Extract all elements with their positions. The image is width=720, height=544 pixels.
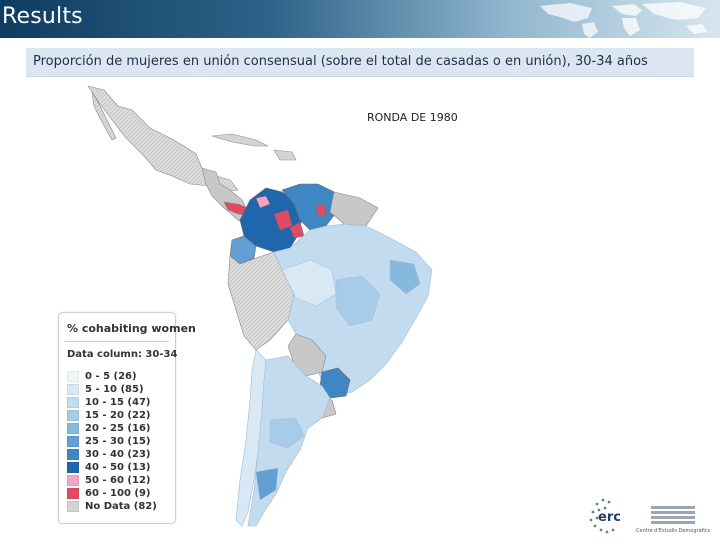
erc-logo-dots [589,498,615,534]
legend-label: 10 - 15 (47) [85,397,151,408]
legend-swatch [67,436,79,447]
legend-swatch [67,462,79,473]
region-bolivia [287,333,327,377]
subtitle-bar: Proporción de mujeres en unión consensua… [26,48,694,77]
legend-label: 5 - 10 (85) [85,384,144,395]
ced-logo-text: Centre d'Estudis Demogràfics [636,528,711,534]
world-map-decoration [540,2,708,38]
region-brazil-mid [335,275,381,327]
legend-title: % cohabiting women [67,322,196,335]
legend-swatch [67,371,79,382]
legend-divider [65,341,169,342]
legend-swatch [67,501,79,512]
legend-swatch [67,384,79,395]
legend-label: No Data (82) [85,501,157,512]
legend-swatch [67,449,79,460]
legend-item: 10 - 15 (47) [67,396,157,409]
logos [589,498,695,534]
region-caribbean-islands [273,149,297,161]
legend-label: 50 - 60 (12) [85,475,151,486]
subtitle-text: Proporción de mujeres en unión consensua… [33,54,648,69]
legend-label: 25 - 30 (15) [85,436,151,447]
region-brazil-east [389,259,421,295]
choropleth-map-svg [87,85,433,527]
legend-label: 40 - 50 (13) [85,462,151,473]
legend-swatch [67,423,79,434]
region-guianas [329,191,379,227]
round-label: RONDA DE 1980 [367,111,458,124]
region-colombia-pink [255,195,271,209]
legend-item: 15 - 20 (22) [67,409,157,422]
legend-label: 30 - 40 (23) [85,449,151,460]
legend-item: 60 - 100 (9) [67,487,157,500]
region-cuba [211,133,269,147]
ced-logo-mark [651,506,695,524]
legend-item: 50 - 60 (12) [67,474,157,487]
legend-data-column: Data column: 30-34 [67,349,178,360]
erc-logo-text: erc [598,510,621,525]
legend-swatch [67,397,79,408]
region-argentina-south [255,467,279,501]
region-venezuela-red [273,203,327,239]
header-banner: Results [0,0,720,38]
legend-label: 20 - 25 (16) [85,423,151,434]
region-argentina-mid [269,417,305,449]
page-title: Results [2,4,83,29]
legend-item: 0 - 5 (26) [67,370,157,383]
legend-swatch [67,410,79,421]
region-mexico [87,85,239,193]
legend-label: 15 - 20 (22) [85,410,151,421]
legend-swatch [67,475,79,486]
region-venezuela [281,183,339,231]
legend-label: 0 - 5 (26) [85,371,137,382]
legend-item: 5 - 10 (85) [67,383,157,396]
latin-america-map [60,80,500,544]
legend-label: 60 - 100 (9) [85,488,151,499]
legend-item: 30 - 40 (23) [67,448,157,461]
legend-item: 25 - 30 (15) [67,435,157,448]
map-legend: % cohabiting women Data column: 30-34 0 … [58,312,196,524]
legend-swatch [67,488,79,499]
legend-item: No Data (82) [67,500,157,513]
region-baja-california [91,91,117,141]
legend-item: 20 - 25 (16) [67,422,157,435]
legend-item: 40 - 50 (13) [67,461,157,474]
legend-list: 0 - 5 (26) 5 - 10 (85) 10 - 15 (47) 15 -… [67,370,157,513]
